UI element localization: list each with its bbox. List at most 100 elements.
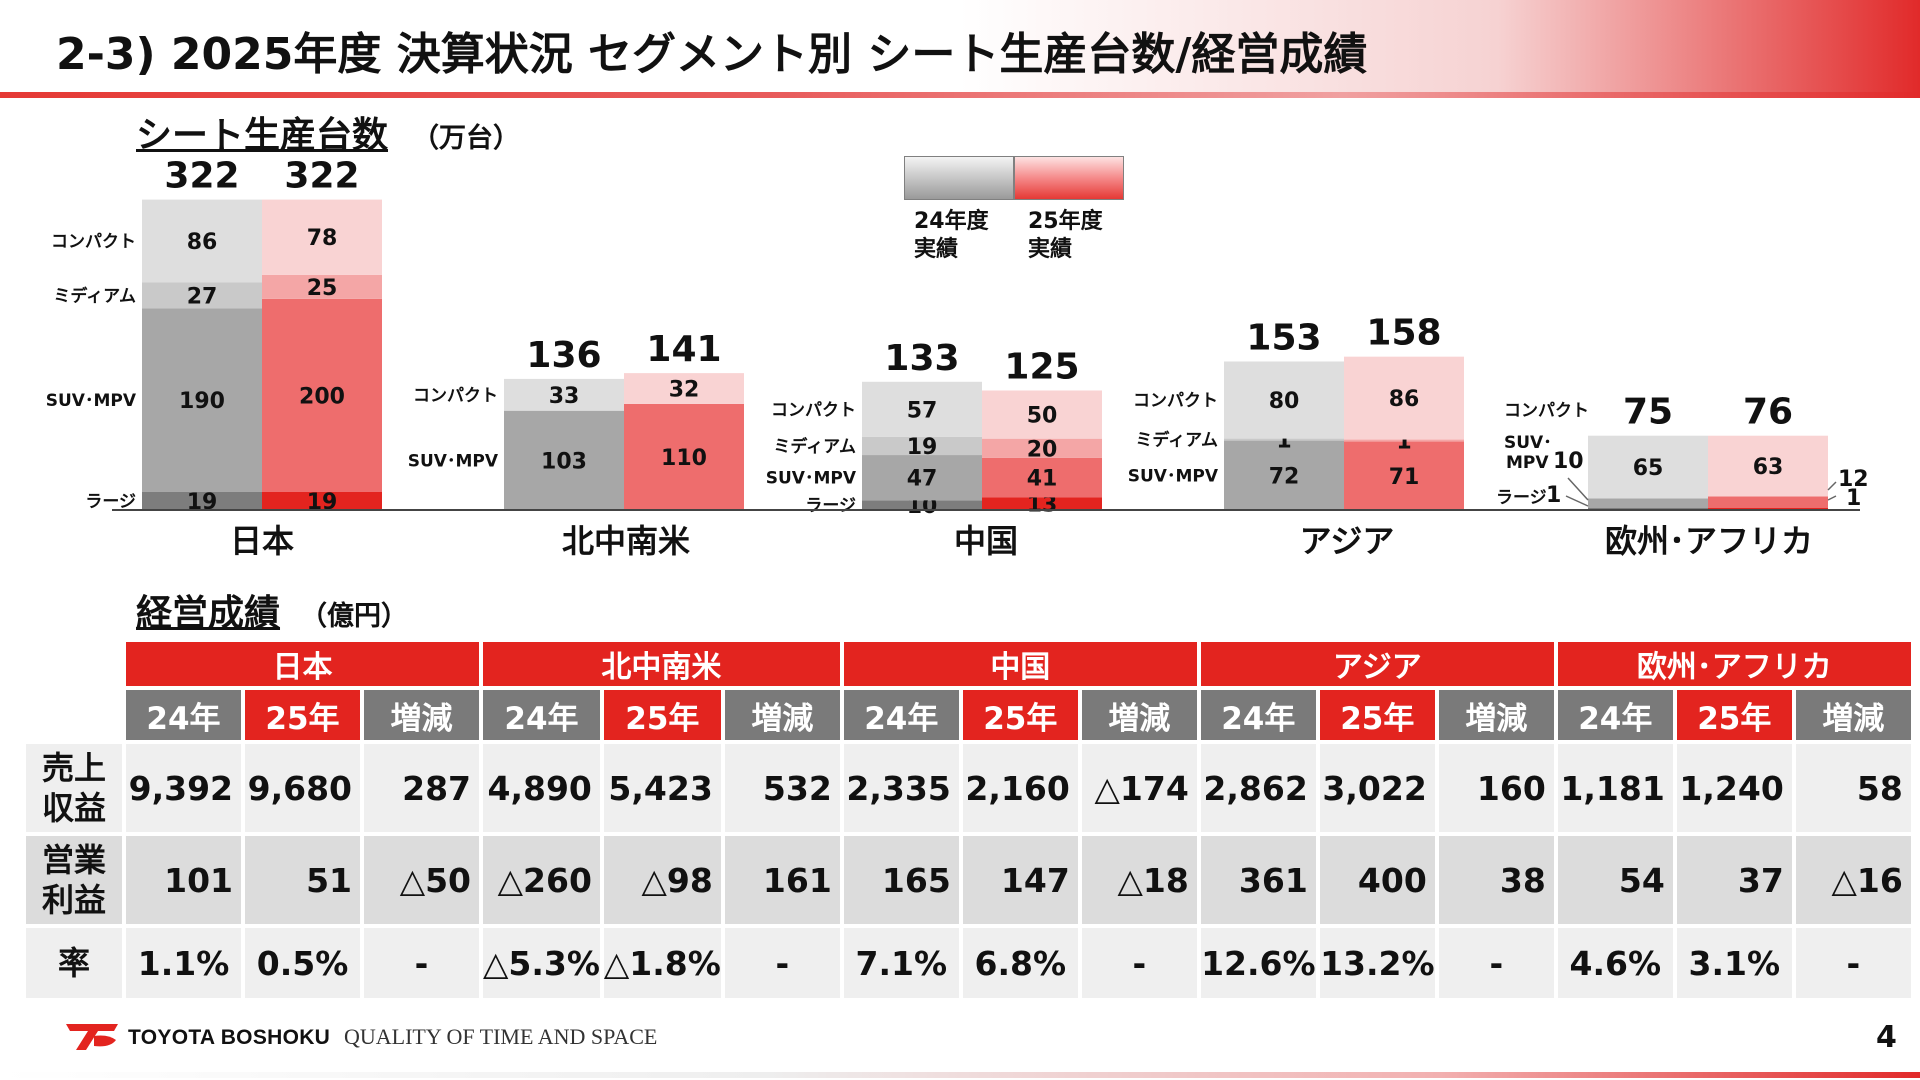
table-cell: 3,022 [1319,744,1435,832]
bar-curr-large [262,491,382,510]
bar-prev-medium [142,282,262,309]
bar-value-label: 20 [1027,437,1058,462]
table-row: 売上 収益 9,392 9,680 287 4,890 5,423 532 2,335 2,16… [26,744,1911,832]
table-cell: 147 [962,836,1078,924]
bar-value-label: 78 [307,226,338,251]
bar-curr-large [982,497,1102,510]
bar-value-label: 33 [549,384,580,409]
segment-name-label: コンパクト [771,400,856,420]
group-label: 中国 [954,522,1018,560]
year-header: 24年 [1557,690,1673,740]
year-header: 25年 [603,690,721,740]
row-label: 率 [26,928,122,998]
bar-curr-compact [982,390,1102,439]
legend-swatch-curr [1014,156,1124,200]
segment-name-label: SUV･MPV [1128,466,1219,486]
bar-value-label: 25 [307,276,338,301]
bar-prev-compact [862,381,982,437]
table-cell: 12.6% [1200,928,1316,998]
table-cell: 165 [843,836,959,924]
table-cell: 532 [724,744,840,832]
segment-header: 北中南米 [483,642,840,686]
legend-label-curr: 25年度 実績 [1028,209,1103,262]
table-cell: 13.2% [1319,928,1435,998]
bar-value-label: 63 [1753,455,1784,480]
bar-total-label: 133 [884,338,959,379]
bar-value-label: 27 [187,285,218,310]
bar-value-label: 80 [1269,389,1300,414]
bar-value-label: 103 [541,449,587,474]
year-header: 24年 [843,690,959,740]
bar-prev-suv-mpv [504,410,624,510]
table-cell: 160 [1438,744,1554,832]
segment-name-label: SUV･MPV [766,469,857,489]
year-header: 25年 [1676,690,1792,740]
row-label: 営業 利益 [26,836,122,924]
bar-prev-medium [1224,438,1344,441]
segment-name-label: SUV･MPV [46,391,137,411]
table-cell: 1.1% [126,928,241,998]
legend-swatch-prev [904,156,1014,200]
bar-prev-large [142,491,262,510]
toyota-boshoku-logo-icon [66,1024,118,1050]
bar-curr-medium [262,274,382,299]
table-cell: 101 [126,836,241,924]
bar-curr-suv-mpv [624,403,744,510]
segment-header: 欧州･アフリカ [1557,642,1911,686]
callout-line [1827,481,1837,501]
segment-name-label: ミディアム [1135,430,1218,451]
production-unit: （万台） [412,123,520,154]
table-corner [26,690,122,740]
year-header: 増減 [724,690,840,740]
table-cell: △5.3% [483,928,600,998]
year-header: 24年 [483,690,600,740]
table-cell: - [724,928,840,998]
table-cell: 51 [245,836,360,924]
bar-value-label: 19 [187,490,218,515]
bar-value-label: 10 [1553,449,1584,474]
table-cell: △18 [1081,836,1197,924]
table-cell: △174 [1081,744,1197,832]
segment-header: 日本 [126,642,479,686]
segment-name-label: SUV･MPV [408,451,499,471]
bar-value-label: 200 [299,384,345,409]
bar-total-label: 322 [284,156,359,197]
bar-curr-suv-mpv [982,457,1102,498]
bar-total-label: 322 [164,156,239,197]
group-label: アジア [1300,522,1395,560]
bar-total-label: 136 [526,335,601,376]
bar-value-label: 57 [907,398,938,423]
table-cell: 4,890 [483,744,600,832]
table-cell: - [1438,928,1554,998]
bar-total-label: 76 [1743,392,1793,433]
table-cell: 9,680 [245,744,360,832]
table-cell: 2,160 [962,744,1078,832]
results-unit: （億円） [300,601,408,632]
table-cell: 7.1% [843,928,959,998]
bar-prev-compact [1224,361,1344,439]
year-header: 25年 [962,690,1078,740]
segment-name-label: ミディアム [773,436,856,457]
page-number: 4 [1876,1020,1897,1055]
table-cell: △260 [483,836,600,924]
year-header: 24年 [126,690,241,740]
bar-total-label: 153 [1246,317,1321,358]
bar-prev-suv-mpv [142,308,262,492]
table-cell: - [1795,928,1911,998]
bar-curr-suv-mpv [1708,496,1828,508]
callout-line [1565,495,1589,507]
bar-curr-suv-mpv [1344,441,1464,510]
page-title: 2-3) 2025年度 決算状況 セグメント別 シート生産台数/経営成績 [56,29,1368,80]
segment-name-label: ラージ [85,492,136,512]
bar-value-label: 86 [1389,387,1420,412]
bar-prev-compact [142,199,262,283]
group-label: 北中南米 [562,522,690,560]
bar-curr-compact [624,373,744,404]
bar-total-label: 158 [1366,313,1441,354]
bar-value-label: 32 [669,378,700,403]
bar-prev-suv-mpv [862,455,982,501]
group-label: 日本 [230,522,294,560]
bar-value-label: 190 [179,389,225,414]
bar-value-label: 110 [661,446,707,471]
table-cell: △16 [1795,836,1911,924]
